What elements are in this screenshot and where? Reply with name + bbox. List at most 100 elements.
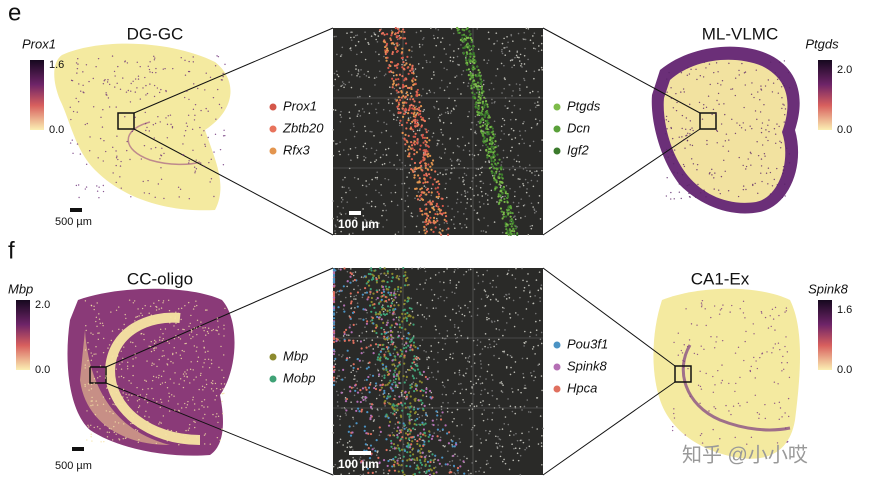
tissue-speckle [767, 124, 769, 126]
cell-dot [439, 228, 441, 230]
cell-dot [486, 418, 489, 421]
cell-dot [462, 149, 465, 151]
tissue-speckle [116, 155, 118, 157]
gene-dot [349, 434, 353, 437]
gene-dot [432, 216, 436, 219]
cell-dot [523, 77, 525, 80]
gene-dot [503, 200, 506, 204]
tissue-speckle [692, 163, 695, 165]
gene-dot [388, 402, 391, 405]
gene-dot [441, 456, 444, 459]
cell-dot [340, 473, 342, 476]
gene-dot [380, 332, 383, 336]
tissue-speckle [211, 329, 213, 332]
cell-dot [387, 434, 390, 436]
tissue-speckle [194, 103, 197, 106]
cell-dot [456, 424, 458, 427]
tissue-speckle [166, 137, 169, 139]
cell-dot [505, 293, 507, 296]
gene-dot [400, 123, 404, 127]
tissue-speckle [78, 83, 80, 85]
tissue-speckle [95, 346, 97, 348]
cell-dot [477, 282, 480, 285]
gene-dot [382, 280, 386, 283]
cell-dot [503, 123, 506, 126]
gene-dot [418, 471, 421, 474]
cell-dot [514, 168, 516, 171]
gene-dot [384, 285, 388, 288]
gene-dot [389, 70, 392, 73]
cell-dot [484, 345, 486, 348]
cell-dot [347, 334, 350, 336]
tissue-speckle [723, 103, 725, 105]
cell-dot [371, 131, 373, 133]
tissue-speckle [686, 74, 689, 76]
cell-dot [508, 468, 511, 471]
tissue-speckle [720, 308, 723, 310]
tissue-speckle [204, 358, 206, 361]
gene-dot [332, 293, 336, 297]
tissue-speckle [134, 91, 137, 93]
gene-dot [500, 166, 503, 169]
cell-dot [514, 312, 517, 314]
gene-dot [393, 461, 397, 464]
tissue-speckle [99, 322, 101, 325]
tissue-speckle [195, 300, 197, 302]
gene-dot [385, 356, 388, 359]
cell-dot [527, 181, 529, 184]
tissue-speckle [715, 341, 717, 343]
tissue-speckle [769, 193, 772, 195]
tissue-speckle [706, 143, 708, 146]
gene-dot [386, 305, 390, 308]
cell-dot [459, 222, 461, 225]
tissue-speckle [195, 350, 198, 352]
gene-dot [403, 112, 406, 115]
cell-dot [456, 402, 459, 404]
gene-dot [516, 233, 519, 237]
gene-dot [436, 428, 440, 431]
cell-dot [370, 147, 373, 149]
cell-dot [442, 444, 445, 447]
cell-dot [475, 132, 478, 135]
gene-dot [334, 357, 337, 360]
cell-dot [528, 431, 530, 433]
gene-dot [385, 413, 388, 416]
gene-dot [499, 195, 502, 198]
tissue-speckle [193, 379, 195, 381]
gene-dot [383, 376, 386, 379]
tissue-speckle [203, 362, 205, 364]
gene-dot [384, 384, 387, 387]
cell-dot [491, 321, 493, 323]
cell-dot [468, 355, 471, 358]
gene-dot [441, 197, 444, 200]
gene-dot [468, 58, 471, 61]
gene-dot [391, 52, 394, 56]
cell-dot [332, 200, 335, 202]
gene-dot [414, 78, 417, 81]
cell-dot [483, 203, 485, 205]
tissue-speckle [116, 385, 119, 387]
cell-dot [408, 187, 410, 190]
tissue-speckle [787, 71, 790, 74]
tissue-speckle [717, 92, 720, 95]
gene-dot [418, 106, 421, 109]
gene-dot [351, 311, 355, 314]
cell-dot [537, 364, 539, 367]
gene-dot [429, 154, 432, 157]
cell-dot [363, 73, 366, 76]
tissue-speckle [90, 433, 92, 435]
cell-dot [344, 412, 347, 414]
cell-dot [460, 73, 463, 76]
gene-dot [505, 208, 509, 211]
gene-dot [359, 389, 362, 392]
gene-dot [390, 445, 393, 448]
gene-dot [405, 101, 408, 104]
gene-dot [413, 355, 416, 358]
cell-dot [360, 51, 363, 54]
tissue-speckle [125, 393, 127, 396]
cell-dot [496, 68, 499, 70]
gene-dot [452, 454, 455, 457]
tissue-speckle [186, 404, 189, 406]
cell-dot [397, 268, 400, 270]
gene-dot [405, 121, 409, 124]
